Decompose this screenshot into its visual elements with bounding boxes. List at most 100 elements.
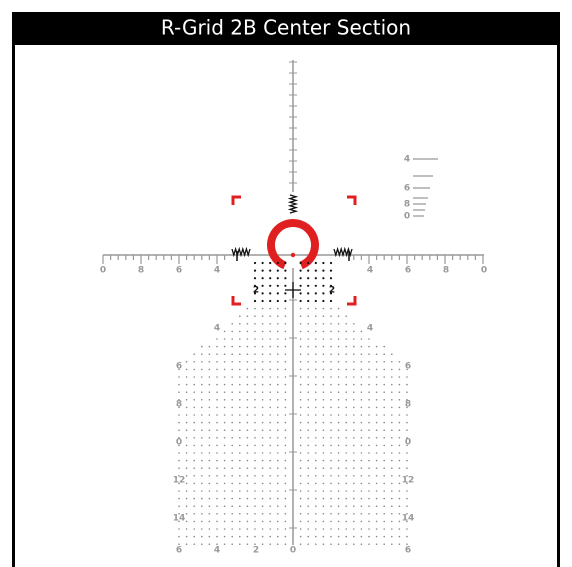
grid-dot: [368, 497, 370, 500]
grid-dot: [223, 490, 226, 492]
grid-dot: [231, 535, 233, 538]
grid-dot: [375, 414, 378, 416]
grid-dot: [383, 406, 386, 409]
grid-dot: [307, 475, 310, 477]
grid-dot: [284, 383, 287, 386]
grid-dot: [223, 505, 226, 508]
grid-dot: [277, 543, 279, 545]
grid-dot: [360, 345, 363, 348]
grid-dot: [329, 261, 333, 265]
grid-dot: [299, 444, 302, 447]
grid-dot: [360, 452, 363, 454]
grid-dot: [375, 535, 378, 538]
grid-dot: [368, 429, 370, 432]
grid-dot: [223, 444, 226, 447]
grid-dot: [307, 452, 310, 454]
grid-dot: [216, 505, 218, 508]
grid-dot: [315, 490, 317, 492]
grid-dot: [246, 497, 249, 500]
grid-dot: [330, 467, 332, 470]
grid-dot: [353, 414, 355, 416]
grid-dot: [375, 383, 378, 386]
grid-dot: [246, 543, 249, 545]
grid-dot: [322, 345, 325, 348]
grid-dot: [178, 429, 180, 432]
grid-dot: [208, 353, 211, 356]
grid-dot: [299, 421, 302, 424]
grid-dot: [330, 497, 332, 500]
grid-dot: [391, 421, 393, 424]
grid-dot: [307, 261, 310, 265]
grid-dot: [337, 497, 340, 500]
grid-dot: [337, 528, 340, 530]
grid-dot: [345, 467, 348, 470]
grid-dot: [239, 376, 241, 378]
grid-dot: [261, 444, 264, 447]
grid-dot: [322, 399, 325, 401]
grid-dot: [178, 535, 180, 538]
grid-dot: [322, 437, 325, 439]
grid-dot: [315, 475, 317, 477]
grid-dot: [360, 459, 363, 462]
grid-dot: [269, 444, 272, 447]
grid-dot: [246, 307, 249, 310]
grid-dot: [254, 406, 256, 409]
grid-dot: [269, 452, 272, 454]
grid-dot: [360, 421, 363, 424]
grid-dot: [178, 543, 180, 545]
grid-dot: [307, 376, 310, 378]
grid-dot: [398, 543, 401, 545]
grid-dot: [284, 528, 287, 530]
grid-dot: [406, 414, 408, 416]
grid-dot: [375, 528, 378, 530]
grid-dot: [299, 482, 302, 485]
grid-dot: [299, 376, 302, 378]
grid-dot: [391, 482, 393, 485]
grid-dot: [277, 482, 279, 485]
grid-dot: [178, 513, 180, 515]
grid-dot: [193, 535, 195, 538]
grid-dot: [277, 444, 279, 447]
grid-dot: [185, 437, 188, 439]
left-border: [12, 12, 15, 567]
grid-dot: [269, 261, 272, 265]
grid-dot: [360, 376, 363, 378]
grid-dot: [185, 429, 188, 432]
grid-dot: [201, 353, 203, 356]
grid-dot: [277, 528, 279, 530]
grid-dot: [201, 513, 203, 515]
grid-dot: [231, 520, 233, 523]
grid-dot: [375, 482, 378, 485]
grid-dot: [307, 459, 310, 462]
grid-dot: [254, 467, 256, 470]
grid-dot: [353, 505, 355, 508]
grid-dot: [398, 520, 401, 523]
grid-dot: [391, 543, 393, 545]
grid-dot: [299, 505, 302, 508]
grid-dot: [284, 391, 287, 394]
grid-dot: [330, 330, 332, 333]
grid-dot: [353, 459, 355, 462]
grid-dot: [375, 505, 378, 508]
grid-dot: [307, 513, 310, 515]
grid-dot: [375, 353, 378, 356]
grid-dot: [277, 368, 279, 371]
grid-dot: [254, 535, 256, 538]
grid-dot: [223, 345, 226, 348]
scale-label: 4: [367, 266, 373, 276]
grid-dot: [239, 497, 241, 500]
grid-dot: [307, 543, 310, 545]
grid-dot: [185, 361, 188, 363]
grid-dot: [208, 391, 211, 394]
red-bracket: [347, 296, 357, 306]
grid-dot: [360, 399, 363, 401]
grid-dot: [201, 459, 203, 462]
grid-label: 12: [402, 476, 415, 486]
grid-dot: [246, 330, 249, 333]
grid-dot: [307, 490, 310, 492]
grid-dot: [307, 368, 310, 371]
grid-dot: [223, 467, 226, 470]
grid-dot: [360, 330, 363, 333]
red-bracket: [231, 195, 241, 205]
grid-dot: [277, 497, 279, 500]
